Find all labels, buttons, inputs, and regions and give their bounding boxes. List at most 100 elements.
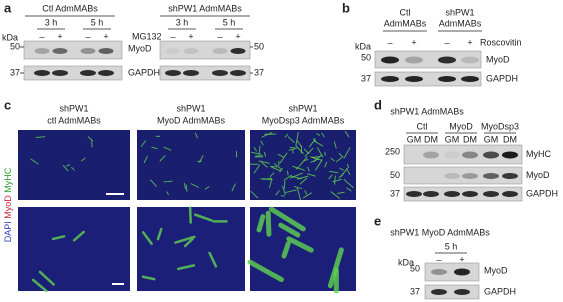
blot-band (461, 56, 479, 64)
blot-band (502, 173, 518, 179)
time-label: 5 h (445, 241, 458, 251)
blot-band (423, 151, 439, 159)
size-marker: 37 (390, 188, 400, 198)
group-label: shPW1 (445, 7, 474, 17)
blot-band (406, 191, 422, 197)
cell-fiber (315, 159, 323, 171)
group-label: Ctl AdmMABs (42, 3, 98, 13)
treatment-sign: – (217, 31, 222, 41)
time-label: 5 h (91, 17, 104, 27)
blot-band (52, 70, 68, 76)
cell-fiber (275, 190, 280, 196)
panel-letter: a (4, 0, 12, 15)
cell-fiber (308, 138, 316, 148)
size-marker: 50 (254, 41, 264, 51)
cell-fiber (140, 140, 147, 148)
treatment-sign: – (436, 254, 441, 264)
condition-label: DM (463, 134, 477, 144)
kda-label: kDa (2, 32, 18, 42)
condition-label: GM (445, 134, 460, 144)
condition-label: GM (484, 134, 499, 144)
size-marker: 50 (390, 170, 400, 180)
cell-fiber (183, 182, 186, 190)
cell-fiber (265, 210, 272, 237)
cell-fiber (332, 178, 342, 183)
condition-label: DM (424, 134, 438, 144)
blot-band (165, 48, 181, 54)
blot-band (454, 289, 470, 295)
cell-fiber (87, 136, 94, 142)
blot-band (230, 70, 246, 76)
cell-fiber (339, 167, 344, 171)
blot-strip (159, 40, 251, 60)
cell-fiber (344, 131, 350, 138)
blot-band (438, 76, 456, 82)
cell-fiber (204, 186, 210, 190)
blot-band (34, 48, 50, 54)
blot-strip (23, 40, 123, 60)
cell-fiber (273, 163, 282, 170)
time-label: 3 h (45, 17, 58, 27)
column-label: MyoD AdmMABs (157, 115, 226, 125)
cell-fiber (208, 251, 218, 268)
blot-band (423, 191, 439, 197)
cell-fiber (261, 161, 268, 168)
cell-fiber (295, 145, 304, 154)
size-marker: 37 (361, 73, 371, 83)
column-label: MyoDsp3 AdmMABs (262, 115, 345, 125)
cell-fiber (283, 174, 292, 181)
cell-fiber (278, 222, 301, 238)
micrograph (18, 207, 130, 291)
time-label: 3 h (176, 17, 189, 27)
cell-fiber (304, 147, 314, 157)
cell-fiber (338, 172, 345, 179)
cell-fiber (65, 164, 71, 167)
cell-fiber (324, 161, 328, 168)
blot-band (80, 48, 96, 54)
blot-strip (374, 50, 482, 69)
micrograph-cells (249, 131, 354, 201)
cell-fiber (51, 235, 66, 241)
panel-title: shPW1 MyoD AdmMABs (390, 227, 490, 237)
cell-fiber (38, 270, 55, 286)
blot-band (98, 70, 114, 76)
cell-fiber (271, 166, 281, 172)
panel-title: shPW1 AdmMABs (390, 106, 464, 116)
cell-fiber (261, 132, 273, 138)
protein-label: GAPDH (486, 73, 518, 83)
size-marker: 37 (410, 286, 420, 296)
cell-fiber (231, 183, 236, 192)
cell-fiber (330, 157, 335, 162)
cell-fiber (290, 175, 302, 180)
cell-fiber (294, 186, 303, 190)
blot-strip (424, 262, 480, 282)
blot-band (454, 268, 470, 276)
micrograph (137, 130, 245, 200)
cell-fiber (295, 131, 299, 146)
cell-fiber (194, 213, 213, 222)
treatment-sign: – (444, 37, 449, 47)
blot-band (183, 48, 199, 54)
column-label: shPW1 (176, 103, 205, 113)
blot-band (444, 173, 460, 179)
blot-band (462, 151, 478, 159)
blot-strip (374, 71, 482, 87)
cell-fiber (30, 158, 39, 165)
panel-letter: c (4, 97, 11, 112)
treatment-sign: – (39, 31, 44, 41)
group-label: Ctl (400, 7, 411, 17)
cell-fiber (298, 156, 308, 167)
blot-band (444, 151, 460, 159)
cell-fiber (185, 184, 188, 192)
cell-fiber (31, 278, 48, 293)
panel-letter: e (374, 213, 381, 228)
cell-fiber (289, 146, 298, 149)
size-marker: 37 (254, 67, 264, 77)
blot-band (483, 173, 499, 179)
cell-fiber (295, 166, 300, 170)
blot-band (405, 76, 423, 82)
blot-band (52, 48, 68, 54)
panel-letter: b (342, 0, 350, 15)
cell-fiber (343, 147, 351, 159)
